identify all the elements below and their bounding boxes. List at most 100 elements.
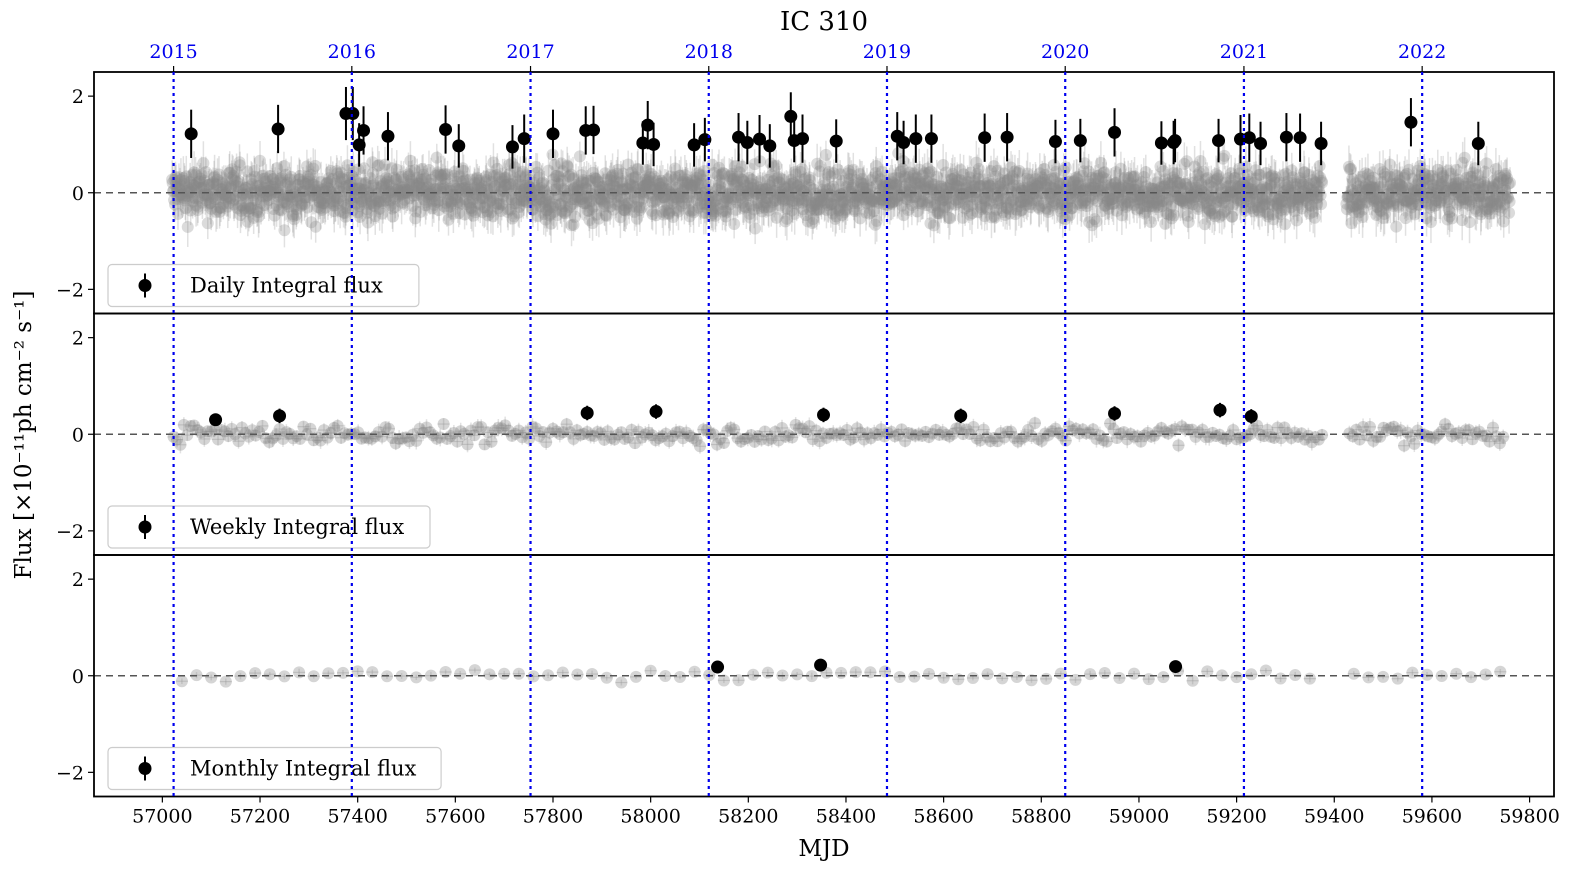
bg-point [317, 196, 330, 209]
bg-point [210, 205, 223, 218]
bg-point [228, 198, 241, 211]
bg-point [218, 188, 231, 201]
bg-point [365, 179, 378, 192]
bg-point [394, 188, 407, 201]
bg-point [213, 201, 226, 214]
bg-point [417, 168, 430, 181]
bg-point [232, 185, 245, 198]
bg-point [405, 173, 418, 186]
bg-point [351, 206, 364, 219]
bg-point [257, 172, 270, 185]
bg-point [352, 182, 365, 195]
bg-point [266, 173, 279, 186]
bg-point [251, 205, 264, 218]
bg-point [1090, 215, 1103, 228]
bg-point [295, 199, 308, 212]
bg-point [309, 159, 322, 172]
bg-point [403, 192, 416, 205]
bg-point [419, 172, 432, 185]
bg-point [388, 201, 401, 214]
bg-point [437, 168, 450, 181]
bg-point [452, 184, 465, 197]
bg-point [217, 178, 230, 191]
bg-point [183, 185, 196, 198]
bg-point [273, 203, 286, 216]
bg-point [255, 185, 268, 198]
bg-point [419, 199, 432, 212]
bg-point [300, 177, 313, 190]
bg-point [216, 176, 229, 189]
year-label-2019: 2019 [863, 41, 911, 63]
bg-point [279, 168, 292, 181]
bg-point [318, 191, 331, 204]
bg-point [404, 154, 417, 167]
bg-point [277, 192, 290, 205]
year-label-2020: 2020 [1041, 41, 1089, 63]
bg-point [385, 162, 398, 175]
bg-point [405, 181, 418, 194]
bg-point [414, 188, 427, 201]
bg-point [376, 207, 389, 220]
bg-point [350, 197, 363, 210]
bg-point [409, 212, 422, 225]
bg-point [342, 185, 355, 198]
bg-point [256, 169, 269, 182]
bg-point [435, 169, 448, 182]
bg-point [438, 167, 451, 180]
bg-point [393, 185, 406, 198]
bg-point [290, 203, 303, 216]
bg-point [209, 193, 222, 206]
bg-point [224, 192, 237, 205]
bg-point [267, 173, 280, 186]
bg-point [381, 173, 394, 186]
bg-point [259, 190, 272, 203]
bg-point [195, 182, 208, 195]
bg-point [191, 203, 204, 216]
bg-point [372, 195, 385, 208]
bg-point [449, 188, 462, 201]
bg-point [431, 195, 444, 208]
bg-point [370, 197, 383, 210]
bg-point [173, 182, 186, 195]
y-tick-label: 0 [72, 183, 84, 205]
bg-point [412, 177, 425, 190]
bg-point [252, 210, 265, 223]
bg-point [333, 185, 346, 198]
bg-point [296, 175, 309, 188]
bg-point [293, 173, 306, 186]
bg-point [240, 188, 253, 201]
bg-point [430, 151, 443, 164]
bg-point [360, 190, 373, 203]
bg-point [366, 167, 379, 180]
bg-point [437, 182, 450, 195]
bg-point [185, 191, 198, 204]
bg-point [307, 178, 320, 191]
bg-point [287, 188, 300, 201]
bg-point [252, 180, 265, 193]
bg-point [302, 175, 315, 188]
bg-point [169, 198, 182, 211]
bg-point [380, 191, 393, 204]
bg-point [426, 195, 439, 208]
bg-point [387, 190, 400, 203]
year-label-2018: 2018 [685, 41, 733, 63]
bg-point [212, 188, 225, 201]
bg-point [263, 185, 276, 198]
bg-point [192, 200, 205, 213]
bg-point [351, 187, 364, 200]
bg-point [202, 178, 215, 191]
bg-point [382, 184, 395, 197]
bg-point [358, 162, 371, 175]
bg-point [309, 220, 322, 233]
bg-point [457, 164, 470, 177]
bg-point [354, 177, 367, 190]
bg-point [197, 181, 210, 194]
bg-point [280, 197, 293, 210]
bg-point [1316, 176, 1329, 189]
bg-point [426, 202, 439, 215]
bg-point [289, 190, 302, 203]
bg-point [313, 195, 326, 208]
bg-point [171, 207, 184, 220]
bg-point [423, 188, 436, 201]
